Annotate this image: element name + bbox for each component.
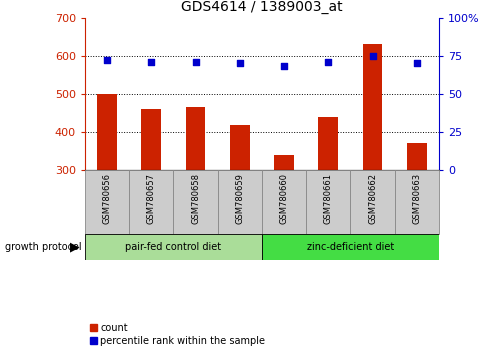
Point <box>147 59 155 65</box>
Bar <box>394 170 438 234</box>
Text: GSM780657: GSM780657 <box>147 173 155 224</box>
Text: GSM780661: GSM780661 <box>323 173 332 224</box>
Point <box>368 53 376 58</box>
Bar <box>85 234 261 260</box>
Bar <box>185 107 205 170</box>
Point <box>324 59 332 65</box>
Point <box>191 59 199 65</box>
Text: GSM780662: GSM780662 <box>367 173 376 224</box>
Text: GSM780660: GSM780660 <box>279 173 288 224</box>
Bar <box>129 170 173 234</box>
Bar <box>349 170 394 234</box>
Bar <box>85 170 129 234</box>
Bar <box>273 155 293 170</box>
Point <box>280 64 287 69</box>
Bar <box>141 109 161 170</box>
Bar <box>406 143 426 170</box>
Point <box>412 61 420 66</box>
Text: pair-fed control diet: pair-fed control diet <box>125 242 221 252</box>
Bar <box>173 170 217 234</box>
Point <box>235 61 243 66</box>
Point <box>103 57 111 63</box>
Text: GSM780663: GSM780663 <box>411 173 421 224</box>
Bar <box>261 234 438 260</box>
Text: GSM780659: GSM780659 <box>235 173 244 224</box>
Bar <box>261 170 305 234</box>
Text: ▶: ▶ <box>70 240 80 253</box>
Bar <box>229 125 249 170</box>
Bar <box>305 170 349 234</box>
Bar <box>217 170 261 234</box>
Bar <box>318 118 337 170</box>
Title: GDS4614 / 1389003_at: GDS4614 / 1389003_at <box>181 0 342 14</box>
Text: growth protocol: growth protocol <box>5 242 81 252</box>
Bar <box>97 94 117 170</box>
Text: GSM780656: GSM780656 <box>102 173 111 224</box>
Text: GSM780658: GSM780658 <box>191 173 199 224</box>
Bar <box>362 44 382 170</box>
Legend: count, percentile rank within the sample: count, percentile rank within the sample <box>90 323 265 346</box>
Text: zinc-deficient diet: zinc-deficient diet <box>306 242 393 252</box>
